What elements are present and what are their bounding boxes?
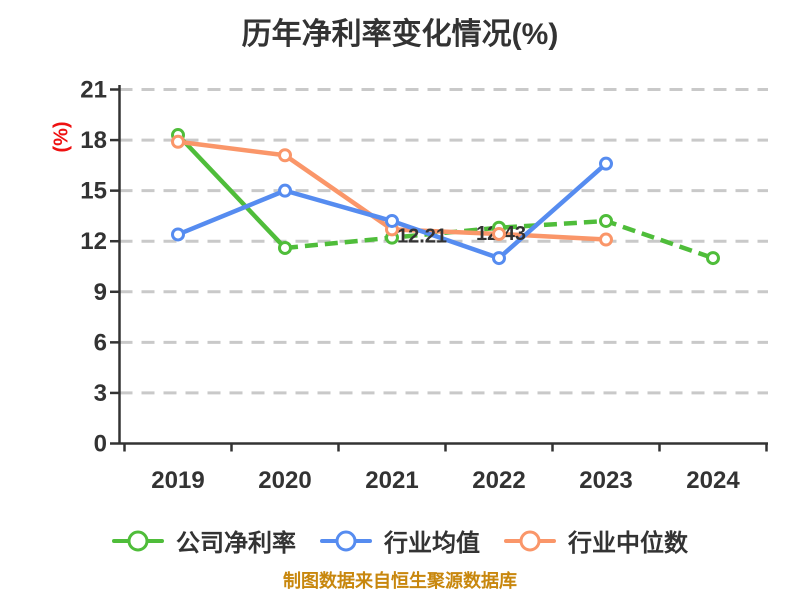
legend: 公司净利率 行业均值 行业中位数 (0, 523, 800, 558)
series-line-0-dashed (284, 218, 714, 261)
x-tick-label: 2020 (258, 467, 311, 494)
series-marker-1 (385, 213, 399, 228)
circle-marker-icon (127, 530, 149, 551)
x-tick-label: 2024 (686, 467, 740, 494)
legend-label: 行业中位数 (568, 530, 688, 557)
legend-item-industry-median: 行业中位数 (504, 523, 688, 558)
point-label: 12.21 (397, 226, 447, 248)
y-tick-label: 0 (94, 431, 107, 458)
legend-line-swatch (320, 530, 372, 551)
series-marker-1 (171, 227, 185, 242)
circle-marker-icon (335, 530, 357, 551)
footer-source: 制图数据来自恒生聚源数据库 (283, 571, 517, 591)
y-tick-label: 15 (80, 178, 107, 205)
legend-label: 公司净利率 (176, 530, 296, 557)
legend-line-swatch (112, 530, 164, 551)
legend-label: 行业均值 (384, 530, 480, 557)
y-tick-label: 6 (94, 329, 107, 356)
y-tick-label: 18 (80, 127, 107, 154)
x-tick-label: 2023 (579, 467, 632, 494)
series-marker-0 (278, 240, 292, 255)
series-marker-2 (492, 226, 506, 241)
chart-title: 历年净利率变化情况(%) (241, 18, 559, 51)
y-tick-label: 21 (80, 77, 107, 104)
y-tick-label: 3 (94, 380, 107, 407)
series-marker-2 (171, 134, 185, 149)
series-marker-2 (599, 232, 613, 247)
legend-item-company-net-margin: 公司净利率 (112, 523, 296, 558)
series-marker-0 (599, 213, 613, 228)
series-marker-1 (599, 156, 613, 171)
x-tick-label: 2022 (472, 467, 525, 494)
series-line-0-solid (176, 133, 287, 250)
legend-item-industry-mean: 行业均值 (320, 523, 480, 558)
x-tick-label: 2021 (365, 467, 418, 494)
series-marker-1 (492, 251, 506, 266)
legend-line-swatch (504, 530, 556, 551)
series-marker-2 (278, 148, 292, 163)
y-tick-label: 9 (94, 279, 107, 306)
circle-marker-icon (519, 530, 541, 551)
series-marker-1 (278, 183, 292, 198)
x-tick-label: 2019 (151, 467, 204, 494)
series-marker-0 (706, 251, 720, 266)
y-tick-label: 12 (80, 228, 107, 255)
